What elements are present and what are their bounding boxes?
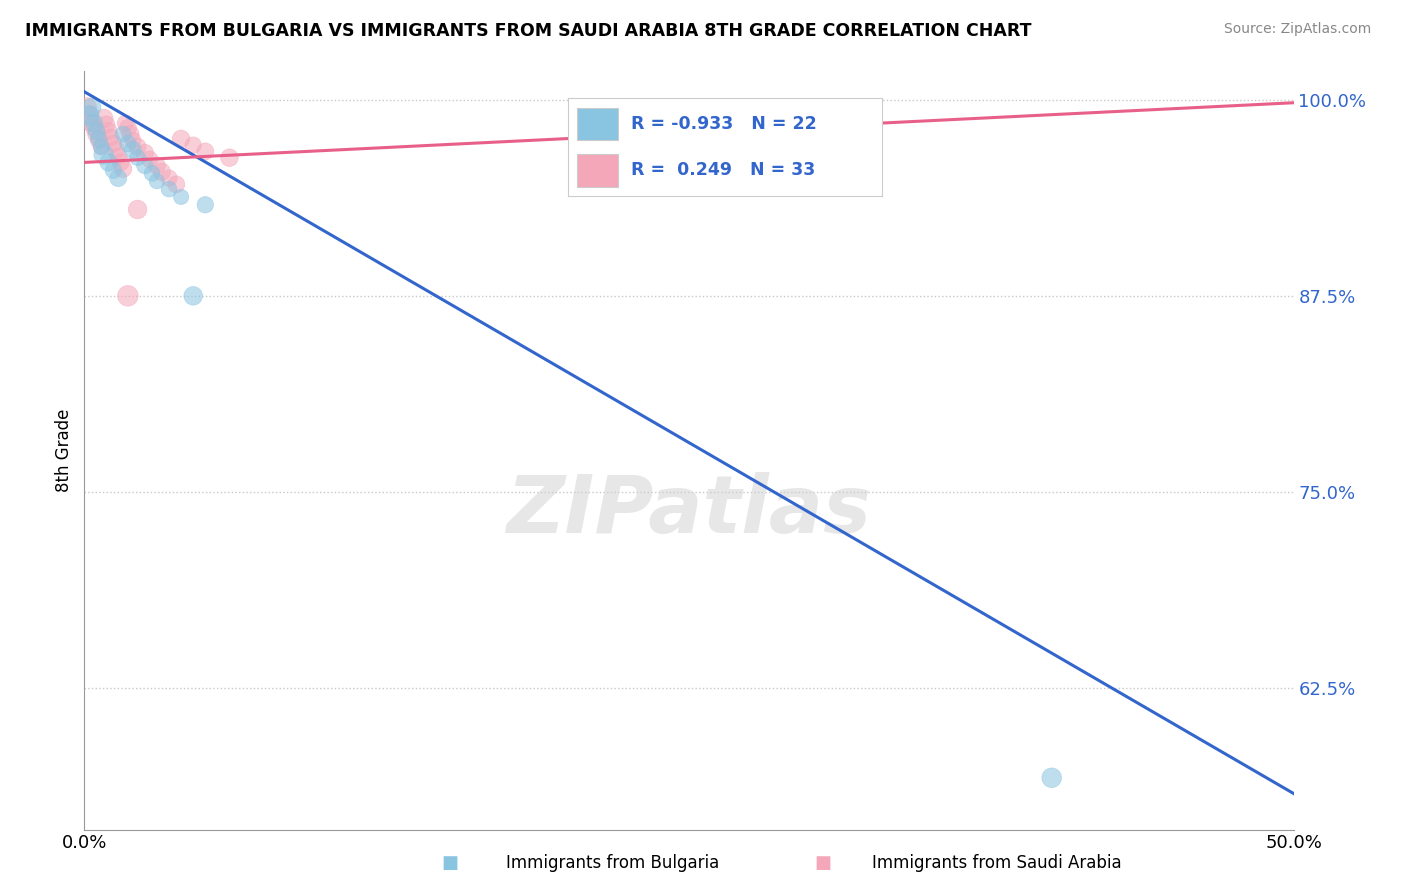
Point xyxy=(87,133,110,147)
Text: ■: ■ xyxy=(814,855,831,872)
Point xyxy=(134,159,156,173)
Point xyxy=(76,100,98,114)
Point xyxy=(127,202,149,217)
Point xyxy=(117,136,139,151)
Point xyxy=(77,108,100,122)
Text: Source: ZipAtlas.com: Source: ZipAtlas.com xyxy=(1223,22,1371,37)
Point xyxy=(104,143,127,157)
Point xyxy=(97,155,120,169)
Point xyxy=(117,289,139,303)
Point xyxy=(120,127,142,141)
Point xyxy=(170,132,193,146)
Point xyxy=(146,174,169,188)
Point xyxy=(107,171,129,186)
Point xyxy=(157,182,180,196)
Point xyxy=(194,198,217,212)
Y-axis label: 8th Grade: 8th Grade xyxy=(55,409,73,492)
Point xyxy=(112,161,135,176)
Point xyxy=(80,100,103,114)
Text: IMMIGRANTS FROM BULGARIA VS IMMIGRANTS FROM SAUDI ARABIA 8TH GRADE CORRELATION C: IMMIGRANTS FROM BULGARIA VS IMMIGRANTS F… xyxy=(25,22,1032,40)
Point xyxy=(83,120,105,135)
Point xyxy=(141,166,163,180)
Point xyxy=(90,139,112,153)
Point xyxy=(121,143,143,157)
Point xyxy=(97,124,120,138)
Point xyxy=(134,146,156,161)
Point xyxy=(165,178,187,192)
Point xyxy=(110,155,132,169)
Point xyxy=(181,138,204,153)
Point xyxy=(86,124,108,138)
Point xyxy=(181,289,204,303)
Point xyxy=(83,116,105,130)
Point xyxy=(94,118,117,132)
Point xyxy=(170,190,193,204)
Point xyxy=(1040,771,1063,785)
Point xyxy=(121,133,143,147)
Point xyxy=(117,120,139,135)
Point xyxy=(80,116,103,130)
Point xyxy=(127,139,149,153)
Point xyxy=(138,153,160,167)
Point xyxy=(127,151,149,165)
Text: ■: ■ xyxy=(441,855,458,872)
Point xyxy=(90,139,112,153)
Point xyxy=(194,145,217,159)
Point xyxy=(93,147,115,161)
Point xyxy=(87,132,110,146)
Point xyxy=(107,149,129,163)
Point xyxy=(103,136,125,151)
Point xyxy=(93,112,115,126)
Text: Immigrants from Bulgaria: Immigrants from Bulgaria xyxy=(506,855,720,872)
Point xyxy=(146,159,169,173)
Point xyxy=(112,127,135,141)
Point xyxy=(100,130,122,145)
Point xyxy=(218,151,240,165)
Point xyxy=(157,171,180,186)
Text: ZIPatlas: ZIPatlas xyxy=(506,472,872,550)
Point xyxy=(114,116,136,130)
Point xyxy=(150,165,173,179)
Point xyxy=(86,127,108,141)
Text: Immigrants from Saudi Arabia: Immigrants from Saudi Arabia xyxy=(872,855,1122,872)
Point xyxy=(103,163,125,178)
Point xyxy=(77,108,100,122)
